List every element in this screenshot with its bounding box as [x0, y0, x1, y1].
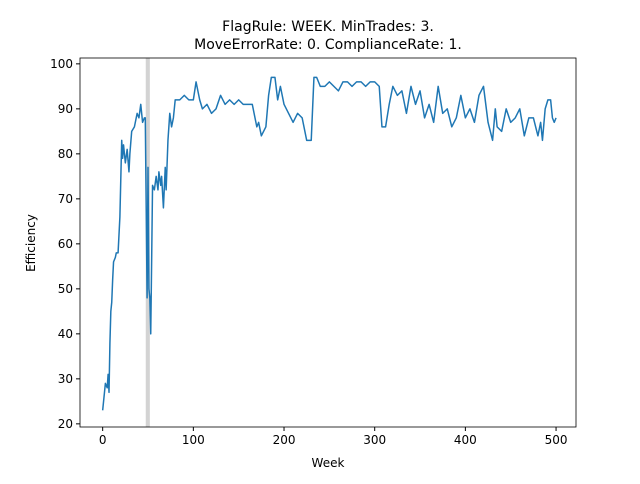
chart-title: MoveErrorRate: 0. ComplianceRate: 1. [194, 37, 462, 53]
data-line [101, 76, 557, 411]
x-tick-label: 100 [182, 433, 205, 447]
y-tick-label: 90 [58, 102, 73, 116]
x-tick-label: 200 [273, 433, 296, 447]
y-tick-label: 100 [50, 57, 73, 71]
y-tick-label: 60 [58, 237, 73, 251]
x-tick-label: 300 [363, 433, 386, 447]
chart-title: FlagRule: WEEK. MinTrades: 3. [222, 19, 434, 35]
x-tick-label: 0 [99, 433, 107, 447]
y-tick-label: 50 [58, 282, 73, 296]
x-tick-label: 500 [545, 433, 568, 447]
x-tick-label: 400 [454, 433, 477, 447]
y-axis-label: Efficiency [24, 214, 38, 272]
y-tick-label: 40 [58, 327, 73, 341]
y-tick-label: 20 [58, 417, 73, 431]
y-tick-label: 30 [58, 372, 73, 386]
y-tick-label: 70 [58, 192, 73, 206]
x-axis-label: Week [312, 456, 345, 470]
y-tick-label: 80 [58, 147, 73, 161]
axes-frame [79, 57, 577, 428]
